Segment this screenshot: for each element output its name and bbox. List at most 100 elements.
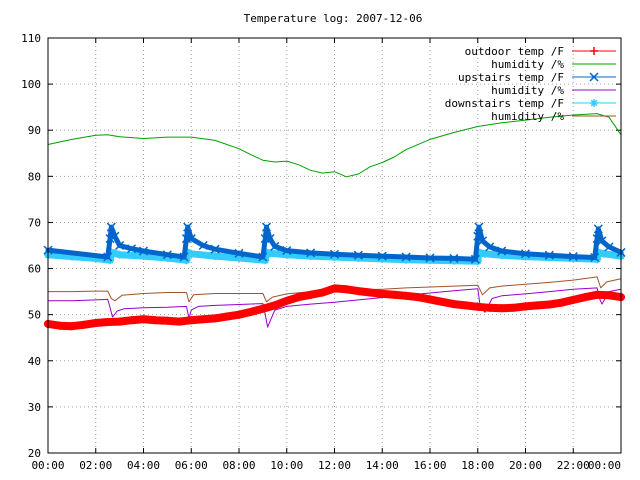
- data-point: [187, 316, 196, 325]
- data-point: [569, 295, 578, 304]
- data-point: [354, 287, 363, 296]
- data-point: [330, 284, 339, 293]
- data-point: [437, 297, 446, 306]
- legend-label: downstairs temp /F: [445, 97, 564, 110]
- y-tick-label: 40: [28, 355, 41, 368]
- plot-border: [47, 37, 622, 454]
- data-point: [401, 252, 411, 262]
- data-point: [266, 249, 275, 258]
- data-point: [175, 317, 184, 326]
- data-point: [211, 252, 220, 261]
- data-point: [139, 252, 148, 261]
- data-point: [235, 310, 243, 319]
- legend-marker: [590, 99, 598, 107]
- data-point: [115, 317, 124, 326]
- y-tick-label: 70: [28, 216, 41, 229]
- data-point: [270, 301, 279, 310]
- series-1: [44, 284, 625, 331]
- legend-label: humidity /%: [491, 110, 564, 123]
- legend-entry: outdoor temp /F: [465, 45, 616, 58]
- series-4: [47, 287, 622, 328]
- y-tick-label: 60: [28, 263, 41, 276]
- data-point: [265, 234, 275, 244]
- legend-entry: downstairs temp /F: [445, 97, 616, 110]
- legend-label: humidity /%: [491, 84, 564, 97]
- data-point: [329, 249, 340, 259]
- y-tick-label: 20: [28, 447, 41, 460]
- data-point: [449, 253, 459, 263]
- data-point: [509, 303, 518, 312]
- y-axis-ticks: 20 30 40 50 60 70 80 90 100 110: [21, 32, 621, 460]
- data-point: [162, 250, 172, 260]
- data-point: [604, 242, 614, 252]
- series-3: [43, 222, 626, 264]
- x-tick-label: 00:00: [31, 459, 64, 472]
- data-point: [127, 316, 136, 325]
- data-point: [183, 222, 193, 232]
- data-point: [593, 224, 603, 234]
- data-point: [378, 289, 387, 298]
- legend-marker: [589, 72, 599, 82]
- x-tick-label: 20:00: [509, 459, 542, 472]
- data-point: [474, 222, 484, 232]
- x-tick-label: 14:00: [366, 459, 399, 472]
- data-point: [342, 285, 351, 294]
- legend-label: outdoor temp /F: [465, 45, 564, 58]
- y-tick-label: 30: [28, 401, 41, 414]
- data-point: [127, 244, 137, 254]
- data-point: [79, 320, 88, 329]
- data-point: [179, 252, 189, 262]
- data-point: [568, 252, 578, 262]
- legend-label: humidity /%: [491, 58, 564, 71]
- chart-title: Temperature log: 2007-12-06: [244, 12, 423, 25]
- data-point: [110, 231, 120, 241]
- series-markers: [44, 284, 625, 331]
- data-point: [138, 246, 149, 256]
- data-point: [426, 295, 434, 304]
- data-point: [414, 293, 423, 302]
- data-point: [67, 322, 76, 331]
- data-point: [520, 249, 531, 259]
- data-point: [533, 301, 542, 310]
- data-point: [597, 236, 607, 246]
- x-tick-label: 18:00: [461, 459, 494, 472]
- data-point: [521, 302, 530, 311]
- data-point: [470, 254, 480, 264]
- x-tick-label: 22:00: [557, 459, 590, 472]
- data-point: [497, 246, 507, 256]
- data-point: [261, 222, 271, 232]
- data-point: [115, 250, 124, 259]
- x-tick-label: 12:00: [318, 459, 351, 472]
- data-point: [545, 300, 554, 309]
- data-point: [294, 293, 303, 302]
- y-tick-label: 50: [28, 309, 41, 322]
- x-tick-label: 02:00: [79, 459, 112, 472]
- legend-label: upstairs temp /F: [458, 71, 564, 84]
- data-point: [115, 240, 125, 251]
- data-point: [258, 252, 268, 262]
- series-line: [47, 276, 622, 303]
- data-point: [282, 246, 292, 256]
- data-point: [103, 252, 113, 262]
- x-tick-label: 00:00: [588, 459, 621, 472]
- data-point: [592, 234, 602, 244]
- y-tick-label: 80: [28, 170, 41, 183]
- data-point: [199, 315, 208, 324]
- data-point: [377, 251, 387, 261]
- data-point: [485, 242, 495, 252]
- data-point: [318, 288, 327, 297]
- data-point: [366, 288, 375, 297]
- legend-entry: humidity /%: [491, 84, 616, 97]
- data-point: [187, 249, 196, 258]
- data-point: [353, 250, 363, 260]
- x-tick-label: 10:00: [270, 459, 303, 472]
- data-point: [425, 253, 435, 263]
- data-point: [461, 301, 470, 310]
- data-point: [544, 250, 554, 260]
- data-point: [246, 307, 255, 316]
- x-tick-label: 16:00: [413, 459, 446, 472]
- data-point: [105, 234, 115, 244]
- data-point: [139, 315, 148, 324]
